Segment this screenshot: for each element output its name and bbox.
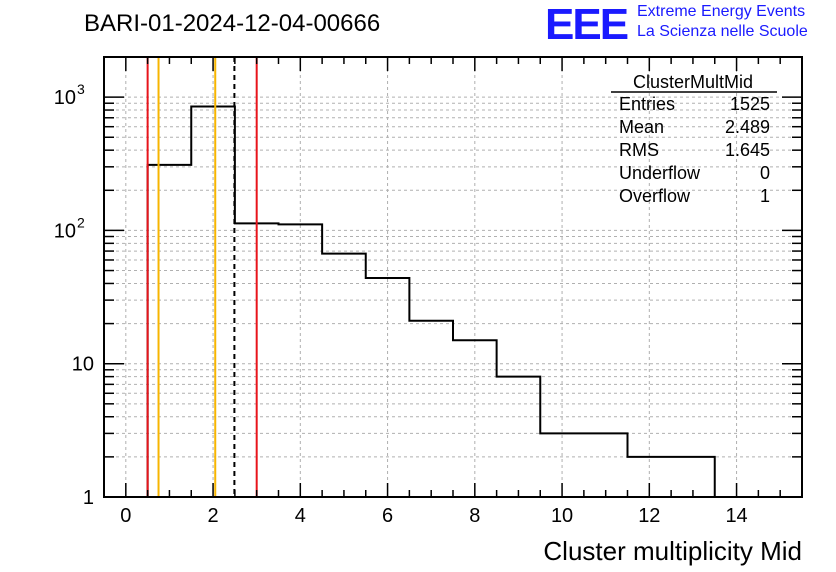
histogram-bin — [279, 224, 323, 497]
marker-lines — [146, 57, 258, 497]
logo-subtitle-2: La Scienza nelle Scuole — [637, 23, 808, 40]
stats-box: ClusterMultMid Entries 1525 Mean 2.489 RMS 1.… — [611, 72, 777, 206]
y-tick-label: 1 — [83, 487, 94, 509]
stats-label: Underflow — [619, 163, 701, 183]
y-tick-exponent: 2 — [77, 214, 85, 230]
stats-value: 0 — [760, 163, 770, 183]
y-tick-label: 10 — [72, 354, 94, 376]
plot-frame — [103, 56, 803, 498]
x-tick-label: 8 — [469, 505, 480, 527]
stats-label: RMS — [619, 140, 659, 160]
stats-label: Entries — [619, 94, 675, 114]
y-tick-exponent: 3 — [77, 81, 85, 97]
stats-title: ClusterMultMid — [633, 72, 753, 92]
histogram-outline — [146, 105, 716, 497]
x-tick-label: 0 — [120, 505, 131, 527]
x-tick-label: 6 — [382, 505, 393, 527]
histogram-bin — [497, 377, 541, 497]
chart-title: BARI-01-2024-12-04-00666 — [84, 10, 381, 37]
stats-value: 2.489 — [725, 117, 770, 137]
stats-label: Overflow — [619, 186, 691, 206]
x-tick-label: 4 — [295, 505, 306, 527]
x-tick-label: 10 — [551, 505, 573, 527]
stats-value: 1 — [760, 186, 770, 206]
histogram-bin — [540, 433, 627, 497]
logo-subtitle-1: Extreme Energy Events — [637, 3, 806, 20]
histogram-bin — [322, 254, 366, 497]
histogram-bars — [146, 105, 716, 497]
grid — [104, 56, 802, 497]
stats-label: Mean — [619, 117, 664, 137]
stats-rows: Entries 1525 Mean 2.489 RMS 1.645 Underflow 0 Ov… — [619, 94, 770, 206]
eee-logo: EEE — [545, 0, 629, 49]
histogram-bin — [409, 321, 453, 497]
y-tick-label: 10 — [54, 220, 76, 242]
y-tick-label: 10 — [54, 87, 76, 109]
x-tick-label: 2 — [208, 505, 219, 527]
histogram-bin — [148, 165, 192, 497]
stats-value: 1525 — [730, 94, 770, 114]
x-tick-label: 12 — [638, 505, 660, 527]
stats-value: 1.645 — [725, 140, 770, 160]
x-axis-title: Cluster multiplicity Mid — [543, 536, 802, 566]
x-tick-label: 14 — [725, 505, 747, 527]
